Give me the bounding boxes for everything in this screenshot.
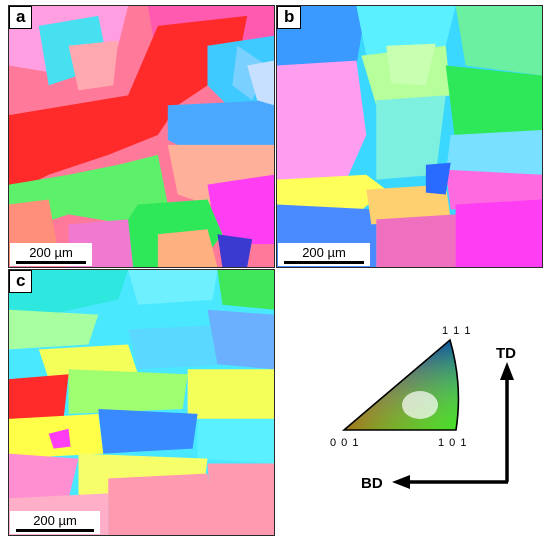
ebsd-map-panel-a: a 200 µm	[8, 5, 275, 268]
ebsd-map-panel-c: c 200 µm	[8, 269, 275, 536]
panel-label-c: c	[9, 270, 33, 293]
scale-bar-line-c	[16, 529, 94, 532]
ipf-triangle-outline	[341, 338, 460, 431]
scale-bar-line-b	[284, 261, 364, 264]
ebsd-map-panel-b: b 200 µm	[276, 5, 543, 268]
panel-label-a: a	[9, 6, 33, 29]
td-label: TD	[496, 345, 516, 362]
scale-bar-text-b: 200 µm	[302, 245, 346, 260]
scale-bar-line-a	[16, 261, 86, 264]
ebsd-map-b	[277, 6, 542, 267]
ebsd-map-a	[9, 6, 274, 267]
ipf-label-111: 1 1 1	[442, 325, 471, 337]
ipf-label-001: 0 0 1	[330, 437, 359, 449]
scale-bar-text-a: 200 µm	[29, 245, 73, 260]
td-arrow-icon	[500, 362, 514, 380]
bd-arrow-icon	[392, 475, 410, 489]
sample-axes: TD BD	[361, 345, 516, 492]
scale-bar-c: 200 µm	[10, 511, 100, 534]
scale-bar-a: 200 µm	[10, 243, 92, 266]
ebsd-map-c	[9, 270, 274, 535]
bd-label: BD	[361, 475, 383, 492]
ipf-legend: 1 1 1 0 0 1 1 0 1 TD BD	[330, 325, 516, 492]
scale-bar-b: 200 µm	[278, 243, 370, 266]
scale-bar-text-c: 200 µm	[33, 513, 77, 528]
ipf-label-101: 1 0 1	[438, 437, 467, 449]
panel-label-b: b	[277, 6, 302, 29]
